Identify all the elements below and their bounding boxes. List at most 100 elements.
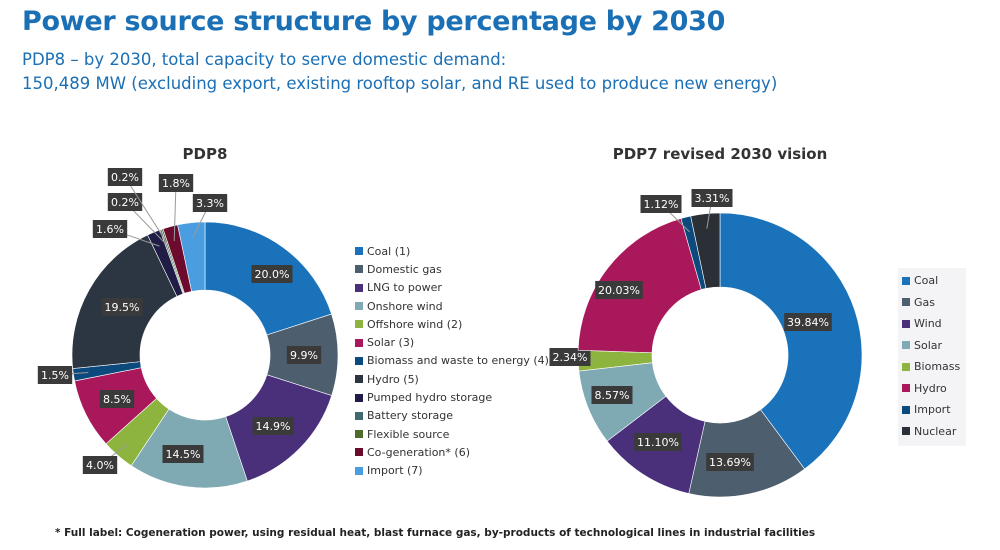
data-label-box — [107, 193, 143, 211]
data-label: 20.0% — [255, 268, 290, 281]
footnote: * Full label: Cogeneration power, using … — [55, 527, 816, 539]
data-label: 0.2% — [111, 196, 139, 209]
legend-pdp7: Coal Gas Wind Solar Biomass Hydro Import Nuclea… — [898, 268, 967, 446]
legend-swatch — [355, 448, 363, 457]
legend-label: Biomass — [914, 360, 961, 374]
legend-label: Nuclear — [914, 424, 957, 438]
legend-label: Gas — [914, 295, 935, 309]
data-label-box — [192, 194, 228, 212]
data-label-box — [101, 298, 143, 316]
legend-label: Solar — [914, 338, 943, 352]
legend-label: Battery storage — [367, 409, 453, 423]
legend-item: Gas — [902, 292, 960, 314]
data-label: 3.3% — [196, 197, 224, 210]
subtitle-line-2: 150,489 MW (excluding export, existing r… — [22, 74, 778, 93]
data-label: 14.9% — [256, 420, 291, 433]
data-label-box — [37, 366, 73, 384]
data-label-box — [158, 174, 194, 192]
data-label-box — [640, 195, 682, 213]
legend-item: Import — [902, 399, 960, 421]
data-label: 1.6% — [96, 223, 124, 236]
legend-label: LNG to power — [367, 281, 442, 295]
chart-title-pdp7: PDP7 revised 2030 vision — [612, 145, 828, 163]
legend-item: Biomass and waste to energy (4) — [355, 352, 549, 370]
legend-swatch — [902, 276, 910, 285]
legend-item: Battery storage — [355, 407, 549, 425]
legend-item: Nuclear — [902, 421, 960, 443]
legend-item: Co-generation* (6) — [355, 443, 549, 461]
data-label: 9.9% — [290, 349, 318, 362]
legend-swatch — [355, 265, 363, 274]
legend-label: Onshore wind — [367, 299, 443, 313]
legend-item: Pumped hydro storage — [355, 388, 549, 406]
data-label: 20.03% — [598, 284, 640, 297]
legend-label: Import (7) — [367, 464, 423, 478]
legend-swatch — [355, 430, 363, 439]
legend-swatch — [902, 427, 910, 436]
legend-swatch — [355, 411, 363, 420]
data-label-box — [162, 445, 204, 463]
legend-swatch — [902, 341, 910, 350]
legend-pdp8: Coal (1) Domestic gas LNG to power Onshore … — [355, 242, 549, 480]
legend-item: Flexible source — [355, 425, 549, 443]
data-label-box — [784, 313, 832, 331]
leader-line — [173, 182, 177, 242]
legend-label: Offshore wind (2) — [367, 317, 463, 331]
legend-swatch — [902, 298, 910, 307]
legend-swatch — [355, 375, 363, 384]
subtitle-line-1: PDP8 – by 2030, total capacity to serve … — [22, 50, 507, 69]
legend-label: Wind — [914, 317, 942, 331]
slice-coal — [719, 212, 863, 470]
legend-label: Domestic gas — [367, 262, 442, 276]
data-label-box — [595, 281, 643, 299]
legend-swatch — [902, 405, 910, 414]
legend-swatch — [355, 302, 363, 311]
legend-label: Solar (3) — [367, 336, 415, 350]
legend-label: Coal — [914, 274, 939, 288]
data-label-box — [251, 265, 293, 283]
legend-item: Onshore wind — [355, 297, 549, 315]
slice-nuclear — [690, 212, 721, 289]
legend-item: Offshore wind (2) — [355, 315, 549, 333]
legend-item: Import (7) — [355, 462, 549, 480]
data-label: 8.57% — [595, 389, 630, 402]
data-label-box — [82, 456, 118, 474]
data-label-box — [107, 168, 143, 186]
legend-item: Solar — [902, 335, 960, 357]
legend-swatch — [902, 319, 910, 328]
data-label-box — [252, 417, 294, 435]
data-label-box — [634, 433, 682, 451]
legend-label: Co-generation* (6) — [367, 445, 470, 459]
legend-label: Pumped hydro storage — [367, 391, 493, 405]
data-label: 14.5% — [166, 448, 201, 461]
chart-title-pdp8: PDP8 — [182, 145, 228, 163]
data-label-box — [706, 453, 754, 471]
legend-swatch — [355, 320, 363, 329]
legend-swatch — [355, 283, 363, 292]
legend-swatch — [355, 247, 363, 256]
data-label: 1.8% — [162, 177, 190, 190]
legend-item: LNG to power — [355, 279, 549, 297]
data-label: 19.5% — [105, 301, 140, 314]
legend-label: Hydro (5) — [367, 372, 419, 386]
data-label-box — [549, 348, 591, 366]
legend-label: Hydro — [914, 381, 947, 395]
data-label-box — [99, 390, 135, 408]
data-label: 13.69% — [709, 456, 751, 469]
legend-item: Hydro — [902, 378, 960, 400]
legend-item: Coal (1) — [355, 242, 549, 260]
legend-item: Biomass — [902, 356, 960, 378]
slice-import-7- — [177, 221, 206, 292]
legend-item: Solar (3) — [355, 333, 549, 351]
legend-item: Coal — [902, 270, 960, 292]
legend-swatch — [902, 362, 910, 371]
legend-swatch — [355, 356, 363, 365]
data-label: 39.84% — [787, 316, 829, 329]
data-label: 8.5% — [103, 393, 131, 406]
data-label-box — [286, 346, 322, 364]
legend-label: Coal (1) — [367, 244, 411, 258]
page-title: Power source structure by percentage by … — [22, 6, 726, 37]
legend-swatch — [355, 466, 363, 475]
data-label: 2.34% — [553, 351, 588, 364]
